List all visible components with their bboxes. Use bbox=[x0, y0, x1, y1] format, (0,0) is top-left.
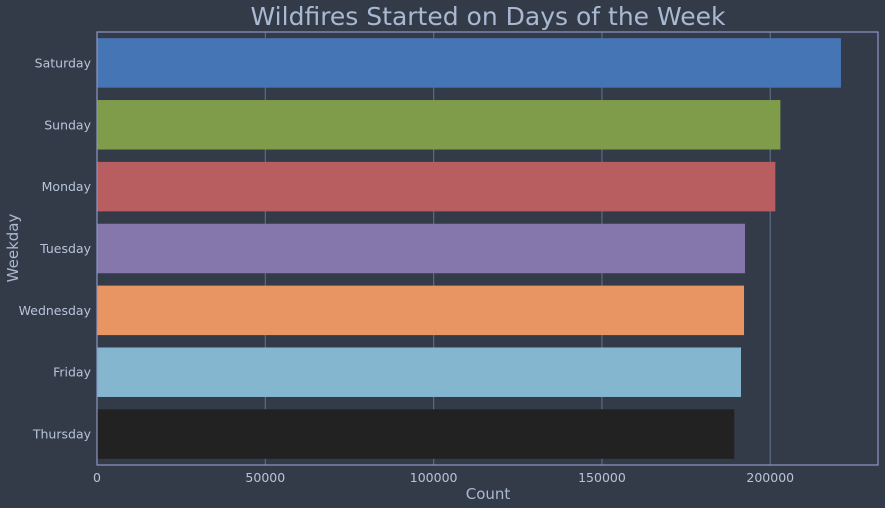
bar-thursday bbox=[97, 409, 735, 459]
x-tick-labels: 0 50000 100000 150000 200000 bbox=[93, 470, 794, 485]
y-tick-label-sunday: Sunday bbox=[44, 117, 91, 132]
bar-sunday bbox=[97, 100, 781, 150]
bar-wednesday bbox=[97, 285, 745, 336]
x-tick-label-200000: 200000 bbox=[746, 470, 794, 485]
x-tick-label-50000: 50000 bbox=[245, 470, 285, 485]
plot-frame bbox=[96, 31, 879, 466]
y-tick-labels: Saturday Sunday Monday Tuesday Wednesday Frid… bbox=[19, 55, 92, 441]
bar-tuesday bbox=[97, 223, 746, 274]
y-tick-label-friday: Friday bbox=[53, 365, 91, 380]
y-tick-label-wednesday: Wednesday bbox=[19, 303, 92, 318]
x-tick-label-150000: 150000 bbox=[578, 470, 626, 485]
x-tick-label-0: 0 bbox=[93, 470, 101, 485]
y-tick-label-tuesday: Tuesday bbox=[39, 241, 91, 256]
bar-friday bbox=[97, 347, 741, 397]
bar-monday bbox=[97, 161, 776, 212]
y-tick-label-thursday: Thursday bbox=[32, 427, 92, 442]
x-tick-label-100000: 100000 bbox=[410, 470, 458, 485]
y-axis-label: Weekday bbox=[4, 214, 22, 283]
chart-title: Wildfires Started on Days of the Week bbox=[251, 2, 726, 31]
bars bbox=[97, 38, 841, 459]
bar-saturday bbox=[97, 38, 841, 88]
x-axis-label: Count bbox=[466, 485, 511, 503]
y-tick-label-monday: Monday bbox=[42, 179, 92, 194]
y-tick-label-saturday: Saturday bbox=[35, 55, 92, 70]
